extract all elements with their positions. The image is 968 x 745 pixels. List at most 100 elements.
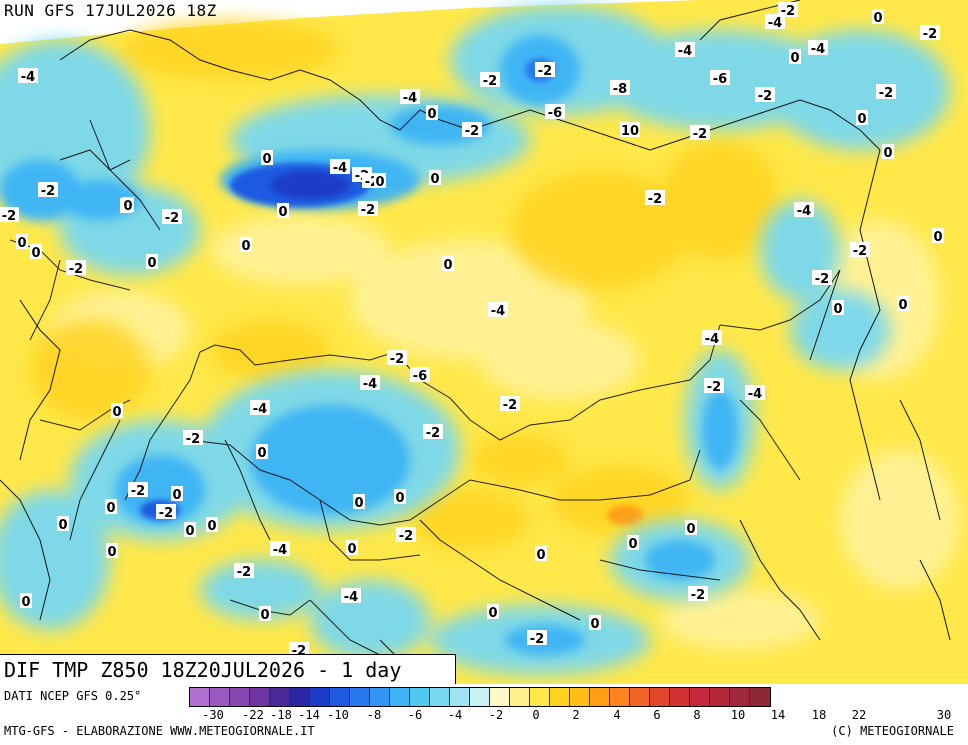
colorbar-tick-label: 30 bbox=[936, 708, 952, 722]
contour-label: -2 bbox=[426, 426, 440, 441]
contour-label-bg bbox=[535, 546, 547, 561]
contour-label-bg bbox=[261, 150, 273, 165]
colorbar-tick-label: -4 bbox=[447, 708, 463, 722]
colorbar-tick-label: 6 bbox=[653, 708, 661, 722]
contour-label-bg bbox=[353, 494, 365, 509]
contour-label-bg bbox=[162, 209, 182, 224]
contour-label: 0 bbox=[260, 608, 269, 623]
contour-labels: -2-4 0-2-4-2-40-2-2-2-6-810-4-6-20-4-2-20… bbox=[0, 2, 944, 659]
contour-label: -2 bbox=[361, 203, 375, 218]
contour-label-bg bbox=[545, 104, 565, 119]
contour-label: 0 bbox=[488, 606, 497, 621]
contour-label-bg bbox=[374, 173, 386, 188]
contour-label-bg bbox=[755, 87, 775, 102]
colorbar-swatch bbox=[430, 688, 450, 706]
colorbar-swatch bbox=[310, 688, 330, 706]
contour-label-bg bbox=[426, 105, 438, 120]
colorbar-swatch bbox=[410, 688, 430, 706]
contour-label-bg bbox=[704, 378, 724, 393]
contour-label: 0 bbox=[185, 524, 194, 539]
colorbar-tick-label: 14 bbox=[770, 708, 786, 722]
contour-label: -4 bbox=[768, 16, 782, 31]
colorbar-tick-label: -14 bbox=[298, 708, 320, 722]
contour-label-bg bbox=[462, 122, 482, 137]
contour-label: -4 bbox=[797, 204, 811, 219]
contour-label-bg bbox=[330, 159, 350, 174]
run-label: RUN GFS 17JUL2026 18Z bbox=[4, 1, 217, 20]
colorbar-swatch bbox=[350, 688, 370, 706]
contour-label-bg bbox=[183, 430, 203, 445]
contour-label-bg bbox=[897, 296, 909, 311]
contour-label-bg bbox=[234, 563, 254, 578]
contour-label: 0 bbox=[443, 258, 452, 273]
colorbar-swatch bbox=[650, 688, 670, 706]
contour-label-bg bbox=[688, 586, 708, 601]
colorbar-tick-label: -18 bbox=[270, 708, 292, 722]
contour-label-bg bbox=[38, 182, 58, 197]
contour-label: -2 bbox=[483, 74, 497, 89]
contour-label: -2 bbox=[159, 506, 173, 521]
contour-label-bg bbox=[0, 207, 19, 222]
contour-label-bg bbox=[488, 302, 508, 317]
colorbar-swatch bbox=[390, 688, 410, 706]
contour-label: -2 bbox=[815, 272, 829, 287]
contour-label: 0 bbox=[262, 152, 271, 167]
contour-label: -4 bbox=[705, 332, 719, 347]
source-label: DATI NCEP GFS 0.25° bbox=[4, 689, 142, 703]
colorbar-tick-label: 10 bbox=[730, 708, 746, 722]
contour-label-bg bbox=[812, 270, 832, 285]
contour-label: -4 bbox=[811, 42, 825, 57]
contour-label-bg bbox=[30, 244, 42, 259]
contour-label-bg bbox=[270, 541, 290, 556]
contour-label-bg bbox=[156, 504, 176, 519]
contour-label-bg bbox=[240, 237, 252, 252]
colorbar-tick-label: -2 bbox=[488, 708, 504, 722]
contour-label: -2 bbox=[237, 565, 251, 580]
contour-label: -2 bbox=[691, 588, 705, 603]
contour-label-bg bbox=[289, 642, 309, 657]
contour-label-bg bbox=[610, 80, 630, 95]
contour-label-bg bbox=[685, 520, 697, 535]
contour-label-bg bbox=[882, 144, 894, 159]
contour-label: 0 bbox=[833, 302, 842, 317]
contour-label: 0 bbox=[873, 11, 882, 26]
contour-label: 0 bbox=[883, 146, 892, 161]
contour-label-bg bbox=[341, 588, 361, 603]
contour-label-bg bbox=[778, 2, 798, 17]
colorbar-swatch bbox=[370, 688, 390, 706]
contour-label-bg bbox=[66, 260, 86, 275]
contour-label: 0 bbox=[123, 199, 132, 214]
contour-label-bg bbox=[396, 527, 416, 542]
contour-label-bg bbox=[111, 403, 123, 418]
contour-label: -2 bbox=[390, 352, 404, 367]
contour-label-bg bbox=[527, 630, 547, 645]
contour-label-bg bbox=[627, 535, 639, 550]
contour-label: 0 bbox=[395, 491, 404, 506]
colorbar-swatch bbox=[270, 688, 290, 706]
contour-label-bg bbox=[745, 385, 765, 400]
contour-label-bg bbox=[250, 400, 270, 415]
contour-label-bg bbox=[387, 350, 407, 365]
contour-label: 0 bbox=[106, 501, 115, 516]
colorbar-tick-label: -6 bbox=[407, 708, 423, 722]
contour-label: -2 bbox=[399, 529, 413, 544]
colorbar-swatch bbox=[330, 688, 350, 706]
contour-label-bg bbox=[16, 234, 28, 249]
contour-label: 0 bbox=[17, 236, 26, 251]
contour-label-bg bbox=[400, 89, 420, 104]
contour-label: -2 bbox=[693, 127, 707, 142]
contour-label-bg bbox=[765, 14, 785, 29]
contour-label-bg bbox=[277, 203, 289, 218]
contour-label: 0 bbox=[112, 405, 121, 420]
contour-label: 0 bbox=[933, 230, 942, 245]
colorbar-swatch bbox=[670, 688, 690, 706]
contour-label-bg bbox=[206, 517, 218, 532]
colorbar-tick-label: 4 bbox=[613, 708, 621, 722]
colorbar-swatch bbox=[210, 688, 230, 706]
contour-label-bg bbox=[20, 593, 32, 608]
contour-label: 0 bbox=[857, 112, 866, 127]
contour-label: 0 bbox=[347, 542, 356, 557]
contour-label-bg bbox=[500, 396, 520, 411]
contour-label: 0 bbox=[536, 548, 545, 563]
